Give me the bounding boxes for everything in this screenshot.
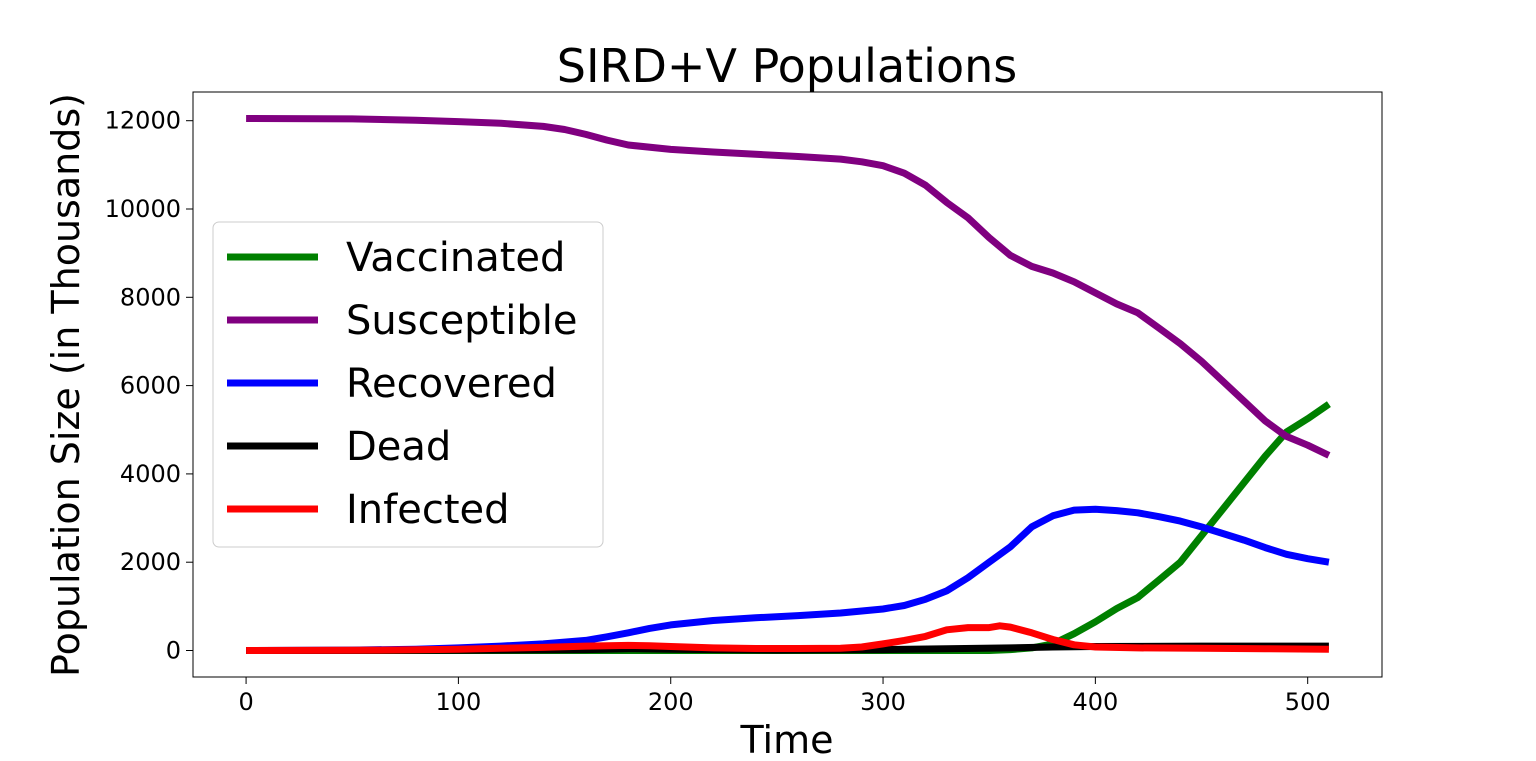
series-line-susceptible — [246, 115, 1331, 459]
plot-frame — [192, 91, 1383, 678]
legend-label: Recovered — [346, 361, 557, 407]
y-tick-label: 10000 — [105, 195, 181, 223]
y-tick-label: 4000 — [120, 460, 181, 488]
x-tick-label: 0 — [238, 688, 253, 716]
y-tick-label: 12000 — [105, 107, 181, 135]
legend-item-recovered: Recovered — [227, 361, 557, 407]
y-tick-label: 2000 — [120, 548, 181, 576]
chart-title: SIRD+V Populations — [557, 39, 1017, 93]
x-tick-label: 100 — [435, 688, 481, 716]
series-line-infected — [246, 622, 1329, 654]
series-line-recovered — [246, 505, 1330, 654]
x-axis-label: Time — [740, 718, 834, 761]
x-axis-ticks: 0 100 200 300 400 500 — [238, 677, 1331, 716]
legend-item-dead: Dead — [227, 424, 451, 470]
plot-lines — [246, 115, 1331, 654]
x-tick-label: 300 — [860, 688, 906, 716]
legend-label: Dead — [346, 424, 451, 470]
y-tick-label: 8000 — [120, 283, 181, 311]
y-tick-label: 0 — [166, 637, 181, 665]
x-tick-label: 400 — [1072, 688, 1118, 716]
legend-item-vaccinated: Vaccinated — [227, 235, 565, 281]
legend-item-susceptible: Susceptible — [227, 298, 577, 344]
legend-label: Susceptible — [346, 298, 577, 344]
legend-item-infected: Infected — [227, 487, 510, 533]
legend: Vaccinated Susceptible Recovered Dead Infect… — [212, 221, 604, 548]
y-tick-label: 6000 — [120, 372, 181, 400]
legend-label: Infected — [346, 487, 510, 533]
legend-label: Vaccinated — [346, 235, 565, 281]
y-axis-label: Population Size (in Thousands) — [44, 93, 88, 677]
legend-frame — [212, 221, 604, 548]
y-axis-ticks: 0 2000 4000 6000 8000 10000 12000 — [105, 107, 193, 665]
x-tick-label: 500 — [1285, 688, 1331, 716]
x-tick-label: 200 — [648, 688, 694, 716]
